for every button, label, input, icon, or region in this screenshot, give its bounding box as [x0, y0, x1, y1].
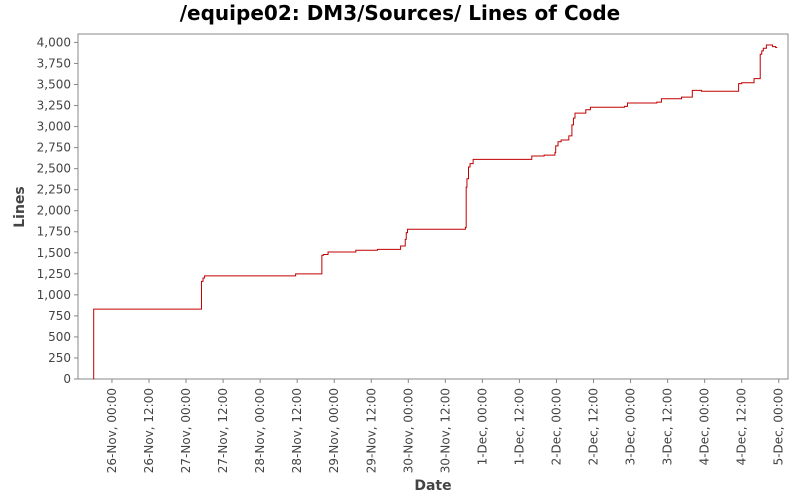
x-axis-label: Date [414, 478, 451, 494]
y-tick-label: 4,000 [37, 35, 71, 49]
x-tick-label: 5-Dec, 00:00 [772, 388, 786, 465]
x-tick-label: 4-Dec, 12:00 [735, 388, 749, 465]
y-tick-label: 2,000 [37, 204, 71, 218]
x-tick-label: 29-Nov, 00:00 [327, 388, 341, 473]
chart-title: /equipe02: DM3/Sources/ Lines of Code [180, 1, 621, 25]
y-tick-label: 2,500 [37, 162, 71, 176]
x-tick-label: 27-Nov, 12:00 [216, 388, 230, 473]
x-tick-label: 3-Dec, 00:00 [624, 388, 638, 465]
y-tick-label: 2,250 [37, 183, 71, 197]
x-tick-label: 1-Dec, 00:00 [475, 388, 489, 465]
y-axis-label: Lines [12, 186, 28, 228]
x-tick-label: 30-Nov, 12:00 [438, 388, 452, 473]
y-tick-label: 3,750 [37, 56, 71, 70]
y-tick-label: 750 [48, 309, 71, 323]
y-tick-label: 1,250 [37, 267, 71, 281]
x-tick-label: 30-Nov, 00:00 [401, 388, 415, 473]
y-tick-label: 3,000 [37, 120, 71, 134]
x-tick-label: 27-Nov, 00:00 [179, 388, 193, 473]
x-tick-label: 2-Dec, 00:00 [549, 388, 563, 465]
x-axis: 26-Nov, 00:00 26-Nov, 12:00 27-Nov, 00:00 2… [105, 379, 786, 473]
x-tick-label: 4-Dec, 00:00 [698, 388, 712, 465]
y-tick-label: 1,500 [37, 246, 71, 260]
y-tick-label: 1,750 [37, 225, 71, 239]
x-tick-label: 29-Nov, 12:00 [364, 388, 378, 473]
y-tick-label: 2,750 [37, 141, 71, 155]
y-tick-label: 500 [48, 330, 71, 344]
y-tick-label: 1,000 [37, 288, 71, 302]
y-tick-label: 0 [63, 372, 71, 386]
x-tick-label: 28-Nov, 00:00 [253, 388, 267, 473]
x-tick-label: 1-Dec, 12:00 [512, 388, 526, 465]
x-tick-label: 3-Dec, 12:00 [661, 388, 675, 465]
x-tick-label: 2-Dec, 12:00 [587, 388, 601, 465]
series-line-lines-of-code [93, 44, 778, 380]
y-tick-label: 250 [48, 351, 71, 365]
x-tick-label: 26-Nov, 00:00 [105, 388, 119, 473]
x-tick-label: 26-Nov, 12:00 [142, 388, 156, 473]
plot-area-frame [77, 33, 789, 380]
y-tick-label: 3,500 [37, 77, 71, 91]
y-tick-label: 3,250 [37, 99, 71, 113]
x-tick-label: 28-Nov, 12:00 [290, 388, 304, 473]
y-axis: 0 250 500 750 1,000 1,250 1,500 1,750 2,000 2,250… [37, 35, 78, 386]
